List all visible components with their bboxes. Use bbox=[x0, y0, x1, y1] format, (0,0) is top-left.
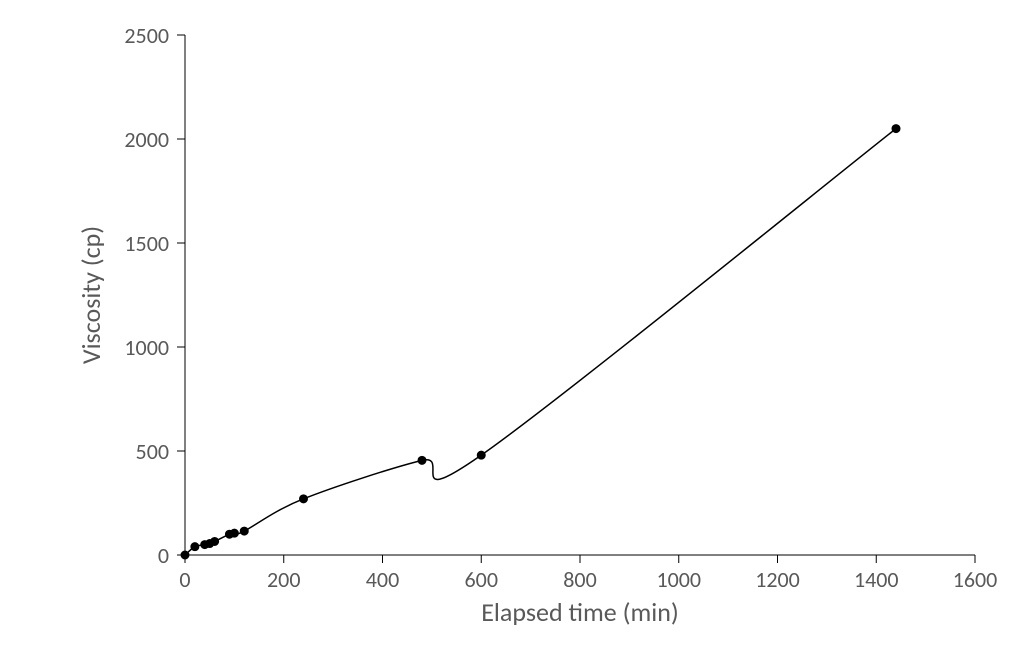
data-marker bbox=[211, 537, 219, 545]
y-tick-label: 500 bbox=[136, 438, 169, 465]
x-tick-label: 200 bbox=[267, 566, 300, 593]
x-tick-label: 1600 bbox=[953, 566, 998, 593]
data-marker bbox=[230, 529, 238, 537]
x-tick-label: 600 bbox=[465, 566, 498, 593]
x-tick-label: 1400 bbox=[854, 566, 899, 593]
x-tick-label: 800 bbox=[563, 566, 596, 593]
data-marker bbox=[477, 451, 485, 459]
x-tick-label: 0 bbox=[179, 566, 190, 593]
y-tick-label: 0 bbox=[158, 542, 169, 569]
data-marker bbox=[300, 495, 308, 503]
y-tick-label: 2000 bbox=[124, 126, 169, 153]
x-axis-title: Elapsed time (min) bbox=[481, 596, 679, 628]
y-tick-label: 1500 bbox=[124, 230, 169, 257]
data-marker bbox=[181, 551, 189, 559]
y-tick-label: 2500 bbox=[124, 22, 169, 49]
data-marker bbox=[240, 527, 248, 535]
x-tick-label: 1200 bbox=[755, 566, 800, 593]
chart-svg: 0 200 400 600 800 1000 1200 1400 1600 0 500 1000 150… bbox=[0, 0, 1029, 663]
data-marker bbox=[191, 543, 199, 551]
y-axis-title: Viscosity (cp) bbox=[75, 226, 107, 364]
series-line bbox=[185, 129, 896, 555]
x-tick-label: 400 bbox=[366, 566, 399, 593]
data-marker bbox=[892, 125, 900, 133]
y-tick-label: 1000 bbox=[124, 334, 169, 361]
x-tick-label: 1000 bbox=[656, 566, 701, 593]
viscosity-chart: { "chart": { "type": "line", "width": 10… bbox=[0, 0, 1029, 663]
data-marker bbox=[418, 456, 426, 464]
